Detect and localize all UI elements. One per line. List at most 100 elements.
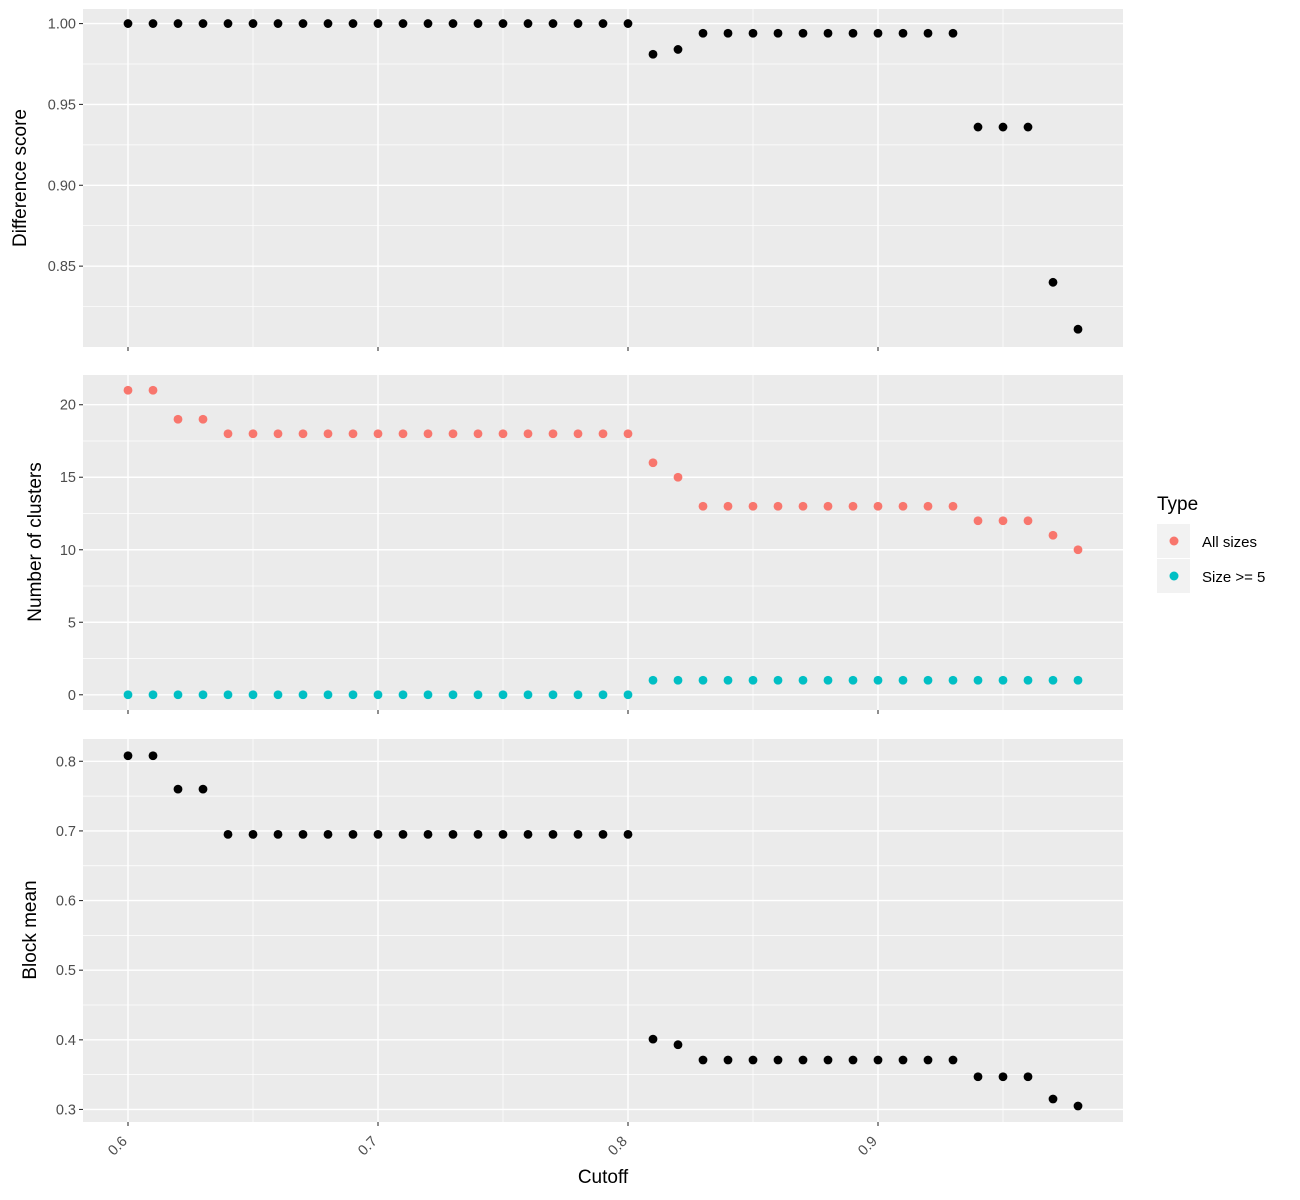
data-point [698,1055,708,1065]
data-point [698,501,708,511]
data-point [898,1055,908,1065]
data-point [1073,1101,1083,1111]
data-point [248,429,258,439]
panel-background-difference-score [83,9,1123,347]
data-point [423,429,433,439]
data-point [798,501,808,511]
series-difference-score-0 [123,19,1083,334]
data-point [348,690,358,700]
data-point [773,28,783,38]
panel-number-of-clusters: 0 5 10 15 20 [60,375,1123,714]
data-point [923,675,933,685]
data-point [723,675,733,685]
data-point [973,1072,983,1082]
data-point [1048,277,1058,287]
data-point [548,429,558,439]
data-point [898,675,908,685]
panels-layer: 0.850.900.951.00051015200.30.40.50.60.70… [48,9,1123,1159]
y-tick-label: 0.8 [56,754,76,770]
x-tick-label: 0.9 [855,1134,881,1160]
data-point [898,28,908,38]
data-point [473,830,483,839]
data-point [898,501,908,511]
data-point [973,516,983,526]
data-point [173,414,183,424]
y-tick-label: 5 [68,615,76,631]
data-point [1023,516,1033,526]
data-point [598,690,608,700]
data-point [198,19,208,28]
data-point [298,429,308,439]
data-point [623,690,633,700]
y-tick-label: 0.90 [48,178,76,194]
y-tick-label: 0 [68,688,76,704]
data-point [698,28,708,38]
y-tick-label: 1.00 [48,17,76,33]
y-tick-label: 0.6 [56,894,76,910]
data-point [473,429,483,439]
data-point [1073,675,1083,685]
data-point [373,690,383,700]
data-point [673,472,683,482]
data-point [1073,324,1083,334]
data-point [573,19,583,28]
data-point [273,690,283,700]
x-tick-labels: 0.6 0.7 0.8 0.9 [105,1134,881,1160]
data-point [373,429,383,439]
data-point [398,830,408,839]
data-point [323,19,333,28]
legend: Type All sizes Size >= 5 [1157,494,1265,593]
data-point [998,122,1008,132]
y-tick-label: 15 [60,470,76,486]
data-point [423,690,433,700]
y-axis-title-number-of-clusters: Number of clusters [25,462,46,621]
data-point [748,28,758,38]
data-point [848,501,858,511]
data-point [248,690,258,700]
data-point [223,690,233,700]
y-tick-label: 0.4 [56,1033,76,1049]
data-point [1023,122,1033,132]
data-point [773,1055,783,1065]
data-point [823,1055,833,1065]
data-point [648,49,658,59]
data-point [298,19,308,28]
data-point [823,28,833,38]
panel-block-mean: 0.3 0.4 0.5 0.6 0.7 0.8 [56,739,1123,1126]
data-point [198,414,208,424]
y-tick-label: 20 [60,398,76,414]
legend-title: Type [1157,494,1198,515]
data-point [148,19,158,28]
y-axis-title-difference-score: Difference score [10,109,31,247]
data-point [223,830,233,839]
data-point [398,19,408,28]
data-point [648,458,658,468]
data-point [323,830,333,839]
data-point [523,690,533,700]
data-point [298,690,308,700]
data-point [923,1055,933,1065]
data-point [823,675,833,685]
data-point [248,830,258,839]
y-tick-label: 10 [60,543,76,559]
data-point [323,690,333,700]
data-point [348,830,358,839]
data-point [948,28,958,38]
data-point [673,675,683,685]
data-point [848,675,858,685]
data-point [273,429,283,439]
data-point [123,385,133,395]
data-point [673,1040,683,1050]
y-tick-label: 0.3 [56,1102,76,1118]
data-point [1023,1072,1033,1082]
data-point [598,429,608,439]
data-point [423,830,433,839]
data-point [598,19,608,28]
data-point [123,19,133,28]
data-point [498,19,508,28]
panel-difference-score: 0.85 0.90 0.95 1.00 [48,9,1123,351]
data-point [573,690,583,700]
data-point [823,501,833,511]
data-point [573,429,583,439]
